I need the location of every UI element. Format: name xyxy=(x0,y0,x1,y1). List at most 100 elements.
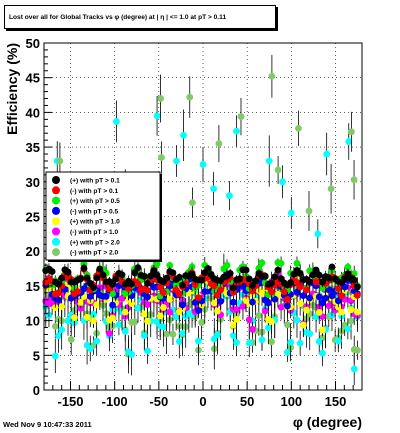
x-tick-label: -100 xyxy=(102,394,128,409)
data-point xyxy=(268,279,275,287)
data-point xyxy=(306,294,314,302)
data-point xyxy=(115,321,123,329)
data-point xyxy=(163,274,171,282)
data-point xyxy=(90,310,97,318)
data-point xyxy=(268,318,275,325)
data-point xyxy=(306,278,314,286)
data-point xyxy=(334,297,342,305)
data-point xyxy=(245,275,253,283)
data-point xyxy=(153,271,161,279)
data-point xyxy=(264,324,272,332)
data-point xyxy=(191,299,199,306)
data-point xyxy=(198,276,205,284)
legend-marker xyxy=(52,196,60,205)
data-point xyxy=(296,339,304,347)
legend-entry: (+) with pT > 2.0 xyxy=(70,239,120,246)
data-point xyxy=(306,330,314,338)
data-point xyxy=(249,287,256,295)
data-point xyxy=(214,307,221,315)
data-point xyxy=(70,314,78,321)
y-tick-label: 10 xyxy=(26,314,40,329)
data-point xyxy=(229,332,237,340)
data-point xyxy=(144,293,151,301)
data-point xyxy=(128,350,136,358)
data-point xyxy=(118,271,126,279)
data-point xyxy=(303,286,310,294)
data-point xyxy=(134,304,142,312)
data-point xyxy=(160,289,167,297)
data-point xyxy=(287,338,295,346)
y-tick-label: 25 xyxy=(26,210,40,225)
x-tick-label: 50 xyxy=(240,394,254,409)
y-tick-label: 15 xyxy=(26,279,40,294)
data-point xyxy=(189,199,196,207)
data-point xyxy=(175,338,183,345)
data-point xyxy=(131,318,139,326)
series-6 xyxy=(42,254,361,386)
series-0 xyxy=(42,263,361,293)
data-point xyxy=(229,321,237,329)
data-point xyxy=(157,95,165,102)
data-points xyxy=(42,54,361,386)
data-point xyxy=(186,93,194,101)
data-point xyxy=(86,345,94,352)
data-point xyxy=(271,273,279,281)
data-point xyxy=(347,317,355,325)
y-tick-label: 50 xyxy=(26,36,40,51)
data-point xyxy=(334,337,342,345)
data-point xyxy=(173,157,180,165)
data-point xyxy=(315,338,323,345)
x-tick-label: 150 xyxy=(325,394,347,409)
data-point xyxy=(55,296,62,304)
data-point xyxy=(315,293,323,301)
data-point xyxy=(51,352,59,360)
data-point xyxy=(295,124,302,132)
data-point xyxy=(128,280,136,288)
data-point xyxy=(344,263,352,271)
data-point xyxy=(296,283,304,291)
data-point xyxy=(175,273,183,281)
data-point xyxy=(201,288,209,295)
data-point xyxy=(327,185,335,193)
y-tick-label: 5 xyxy=(33,348,40,363)
legend-marker xyxy=(52,176,60,184)
legend-marker xyxy=(52,206,60,215)
data-point xyxy=(249,282,256,289)
data-point xyxy=(239,303,247,310)
y-tick-label: 35 xyxy=(26,140,40,155)
data-point xyxy=(179,329,186,337)
data-point xyxy=(99,271,107,279)
data-point xyxy=(354,308,361,316)
data-point xyxy=(319,278,326,286)
y-tick-label: 30 xyxy=(26,175,40,190)
data-point xyxy=(215,140,223,148)
data-point xyxy=(158,154,165,161)
data-point xyxy=(274,266,282,274)
data-point xyxy=(175,290,183,298)
data-point xyxy=(93,337,101,345)
data-point xyxy=(280,288,288,296)
data-point xyxy=(105,329,113,337)
y-tick-label: 45 xyxy=(26,71,40,86)
data-point xyxy=(102,292,110,300)
data-point xyxy=(319,326,326,334)
legend-marker xyxy=(52,237,60,246)
data-point xyxy=(338,292,345,300)
data-point xyxy=(169,269,177,277)
legend: (+) with pT > 0.1 (-) with pT > 0.1 (+) wi… xyxy=(45,171,162,262)
data-point xyxy=(268,72,276,80)
data-point xyxy=(83,274,91,282)
data-point xyxy=(172,313,180,321)
data-point xyxy=(144,279,151,287)
data-point xyxy=(348,128,355,136)
data-point xyxy=(134,280,142,288)
data-point xyxy=(223,261,231,269)
data-point xyxy=(258,259,266,267)
legend-entry: (-) with pT > 0.5 xyxy=(70,208,119,215)
data-point xyxy=(268,288,275,296)
data-point xyxy=(284,321,291,329)
data-point xyxy=(156,283,164,291)
data-point xyxy=(131,269,139,277)
legend-box xyxy=(45,171,161,261)
data-point xyxy=(347,306,355,314)
